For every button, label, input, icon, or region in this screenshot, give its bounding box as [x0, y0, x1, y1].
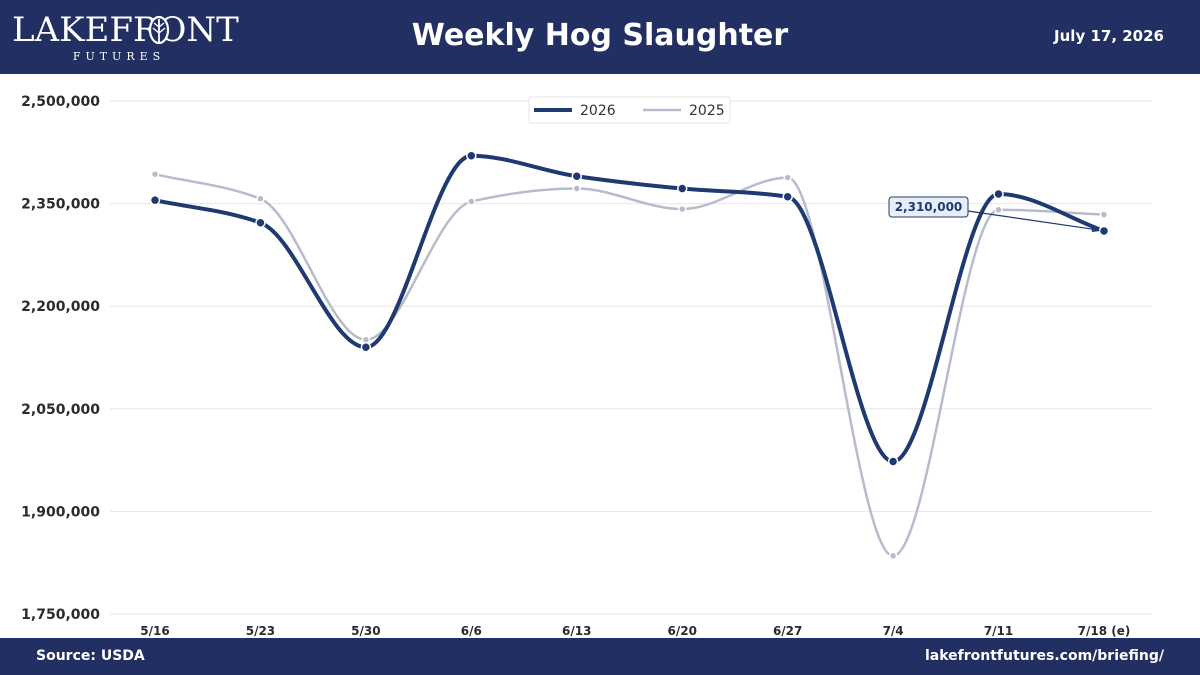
y-tick-label: 1,750,000	[21, 607, 100, 623]
lakefront-logo[interactable]: LAKEFRONT FUTURES	[12, 10, 239, 66]
series-2025-point	[572, 184, 582, 193]
y-tick-label: 2,050,000	[21, 402, 100, 418]
series-2025-point	[994, 205, 1003, 215]
series-2025-point	[783, 173, 792, 182]
series-2026-point	[466, 150, 477, 161]
annotation-arrowhead	[1091, 225, 1100, 232]
legend-box	[528, 96, 731, 124]
x-tick-label: 6/6	[461, 624, 482, 638]
logo-subtitle: FUTURES	[72, 50, 166, 63]
series-2026-point	[676, 183, 688, 194]
annotation-arrow	[967, 210, 1099, 231]
series-2026-point	[149, 194, 161, 206]
y-tick-label: 2,500,000	[21, 94, 100, 110]
grid-lines	[110, 100, 1152, 615]
x-axis-ticks: 5/16 5/23 5/30 6/6 6/13 6/20 6/27 7/4 7/11 7/18 (…	[140, 624, 1130, 638]
series-2025-point	[677, 204, 687, 214]
y-axis-ticks: 1,750,000 1,900,000 2,050,000 2,200,000 2,35…	[21, 94, 100, 623]
annotation: 2,310,000	[888, 196, 1100, 232]
x-tick-label: 6/27	[773, 624, 802, 638]
x-tick-label: 7/18 (e)	[1078, 624, 1131, 638]
series-2026-point	[782, 191, 793, 203]
series-2025-line	[153, 172, 1106, 558]
y-tick-label: 1,900,000	[21, 504, 100, 520]
y-tick-label: 2,350,000	[21, 197, 100, 213]
series-2026-point	[255, 217, 266, 229]
series-2026-point	[993, 188, 1004, 200]
y-tick-label: 2,200,000	[21, 299, 100, 315]
legend: 2026 2025	[528, 96, 731, 124]
x-tick-label: 7/11	[984, 624, 1013, 638]
series-layer	[149, 150, 1110, 561]
legend-label-2025: 2025	[689, 103, 725, 119]
legend-label-2026: 2026	[580, 103, 616, 119]
series-2026-line	[153, 153, 1106, 464]
logo-wordmark: LAKEFRONT	[12, 10, 239, 50]
x-tick-label: 5/23	[246, 624, 275, 638]
x-tick-label: 6/20	[668, 624, 697, 638]
series-2026-point	[1098, 225, 1110, 237]
x-tick-label: 7/4	[883, 624, 904, 638]
header-bar: LAKEFRONT FUTURES Weekly Hog Slaughter J…	[0, 0, 1200, 74]
footer-bar: Source: USDA lakefrontfutures.com/briefi…	[0, 638, 1200, 675]
slaughter-line-chart: 1,750,000 1,900,000 2,050,000 2,200,000 2,35…	[21, 94, 1152, 638]
leaf-icon	[148, 15, 170, 45]
series-2026-point	[887, 456, 899, 467]
series-2025-point	[256, 194, 265, 204]
annotation-box	[888, 196, 969, 218]
series-2025-point	[888, 551, 898, 561]
series-2025-point	[467, 197, 476, 206]
x-tick-label: 5/30	[351, 624, 380, 638]
annotation-label: 2,310,000	[895, 200, 963, 214]
page-title: Weekly Hog Slaughter	[411, 18, 789, 53]
x-tick-label: 5/16	[140, 624, 169, 638]
briefing-link[interactable]: lakefrontfutures.com/briefing/	[924, 648, 1164, 664]
series-2026-point	[571, 170, 583, 182]
series-2025-point	[150, 169, 160, 179]
source-note: Source: USDA	[36, 648, 145, 664]
x-tick-label: 6/13	[562, 624, 591, 638]
report-date: July 17, 2026	[1054, 27, 1164, 45]
series-2025-point	[1099, 210, 1109, 219]
series-2026-point	[360, 341, 372, 353]
